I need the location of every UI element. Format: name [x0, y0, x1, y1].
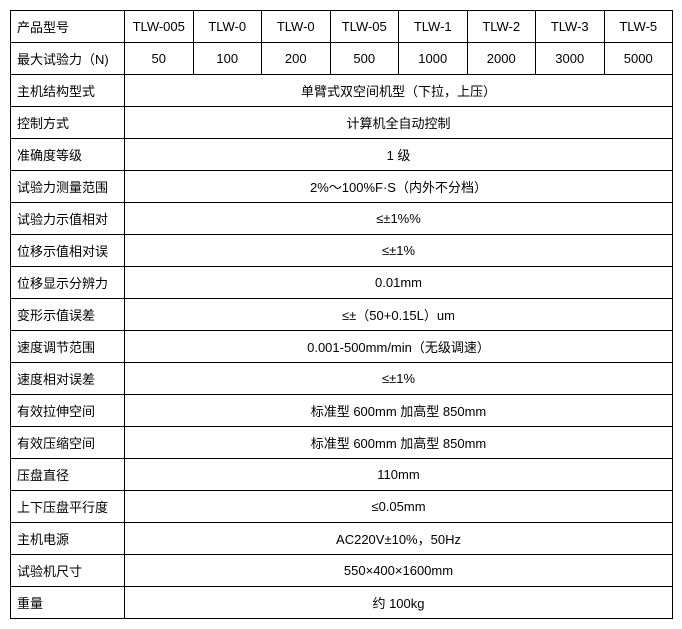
- spec-label: 试验力测量范围: [11, 171, 125, 203]
- spec-row: 速度相对误差≤±1%: [11, 363, 673, 395]
- spec-row: 准确度等级1 级: [11, 139, 673, 171]
- force-cell: 100: [193, 43, 262, 75]
- spec-row: 试验力示值相对≤±1%%: [11, 203, 673, 235]
- spec-row: 主机电源AC220V±10%，50Hz: [11, 523, 673, 555]
- model-cell: TLW-3: [536, 11, 605, 43]
- spec-label: 主机结构型式: [11, 75, 125, 107]
- spec-value: 110mm: [125, 459, 673, 491]
- spec-label: 控制方式: [11, 107, 125, 139]
- spec-label: 准确度等级: [11, 139, 125, 171]
- spec-label: 位移示值相对误: [11, 235, 125, 267]
- spec-table: 产品型号TLW-005TLW-0TLW-0TLW-05TLW-1TLW-2TLW…: [10, 10, 673, 619]
- spec-value: 标准型 600mm 加高型 850mm: [125, 395, 673, 427]
- model-cell: TLW-0: [193, 11, 262, 43]
- spec-value: ≤±1%: [125, 363, 673, 395]
- spec-value: ≤±1%%: [125, 203, 673, 235]
- header-row: 产品型号TLW-005TLW-0TLW-0TLW-05TLW-1TLW-2TLW…: [11, 11, 673, 43]
- spec-value: 0.001-500mm/min（无级调速）: [125, 331, 673, 363]
- spec-row: 位移显示分辨力0.01mm: [11, 267, 673, 299]
- spec-row: 速度调节范围0.001-500mm/min（无级调速）: [11, 331, 673, 363]
- force-cell: 200: [262, 43, 331, 75]
- spec-row: 控制方式计算机全自动控制: [11, 107, 673, 139]
- spec-row: 主机结构型式单臂式双空间机型（下拉，上压）: [11, 75, 673, 107]
- spec-label: 试验机尺寸: [11, 555, 125, 587]
- spec-label: 速度调节范围: [11, 331, 125, 363]
- model-cell: TLW-05: [330, 11, 399, 43]
- header-label: 产品型号: [11, 11, 125, 43]
- spec-label: 速度相对误差: [11, 363, 125, 395]
- spec-row: 重量约 100kg: [11, 587, 673, 619]
- spec-value: ≤0.05mm: [125, 491, 673, 523]
- spec-row: 压盘直径110mm: [11, 459, 673, 491]
- spec-row: 试验力测量范围2%～100%F·S（内外不分档）: [11, 171, 673, 203]
- spec-value: 0.01mm: [125, 267, 673, 299]
- force-cell: 3000: [536, 43, 605, 75]
- spec-row: 上下压盘平行度≤0.05mm: [11, 491, 673, 523]
- spec-value: 单臂式双空间机型（下拉，上压）: [125, 75, 673, 107]
- force-cell: 2000: [467, 43, 536, 75]
- spec-row: 变形示值误差≤±（50+0.15L）um: [11, 299, 673, 331]
- spec-label: 有效拉伸空间: [11, 395, 125, 427]
- spec-row: 有效压缩空间标准型 600mm 加高型 850mm: [11, 427, 673, 459]
- spec-label: 上下压盘平行度: [11, 491, 125, 523]
- spec-value: 标准型 600mm 加高型 850mm: [125, 427, 673, 459]
- spec-value: 计算机全自动控制: [125, 107, 673, 139]
- model-cell: TLW-1: [399, 11, 468, 43]
- spec-label: 变形示值误差: [11, 299, 125, 331]
- spec-label: 位移显示分辨力: [11, 267, 125, 299]
- model-cell: TLW-0: [262, 11, 331, 43]
- spec-label: 压盘直径: [11, 459, 125, 491]
- spec-label: 重量: [11, 587, 125, 619]
- spec-label: 试验力示值相对: [11, 203, 125, 235]
- force-label: 最大试验力（N): [11, 43, 125, 75]
- spec-label: 有效压缩空间: [11, 427, 125, 459]
- spec-row: 试验机尺寸550×400×1600mm: [11, 555, 673, 587]
- spec-label: 主机电源: [11, 523, 125, 555]
- spec-value: 550×400×1600mm: [125, 555, 673, 587]
- model-cell: TLW-5: [604, 11, 673, 43]
- force-row: 最大试验力（N)501002005001000200030005000: [11, 43, 673, 75]
- force-cell: 50: [125, 43, 194, 75]
- spec-value: 约 100kg: [125, 587, 673, 619]
- spec-row: 有效拉伸空间标准型 600mm 加高型 850mm: [11, 395, 673, 427]
- force-cell: 500: [330, 43, 399, 75]
- spec-value: 2%～100%F·S（内外不分档）: [125, 171, 673, 203]
- spec-value: AC220V±10%，50Hz: [125, 523, 673, 555]
- spec-value: 1 级: [125, 139, 673, 171]
- model-cell: TLW-005: [125, 11, 194, 43]
- force-cell: 5000: [604, 43, 673, 75]
- force-cell: 1000: [399, 43, 468, 75]
- spec-value: ≤±（50+0.15L）um: [125, 299, 673, 331]
- model-cell: TLW-2: [467, 11, 536, 43]
- spec-row: 位移示值相对误≤±1%: [11, 235, 673, 267]
- spec-value: ≤±1%: [125, 235, 673, 267]
